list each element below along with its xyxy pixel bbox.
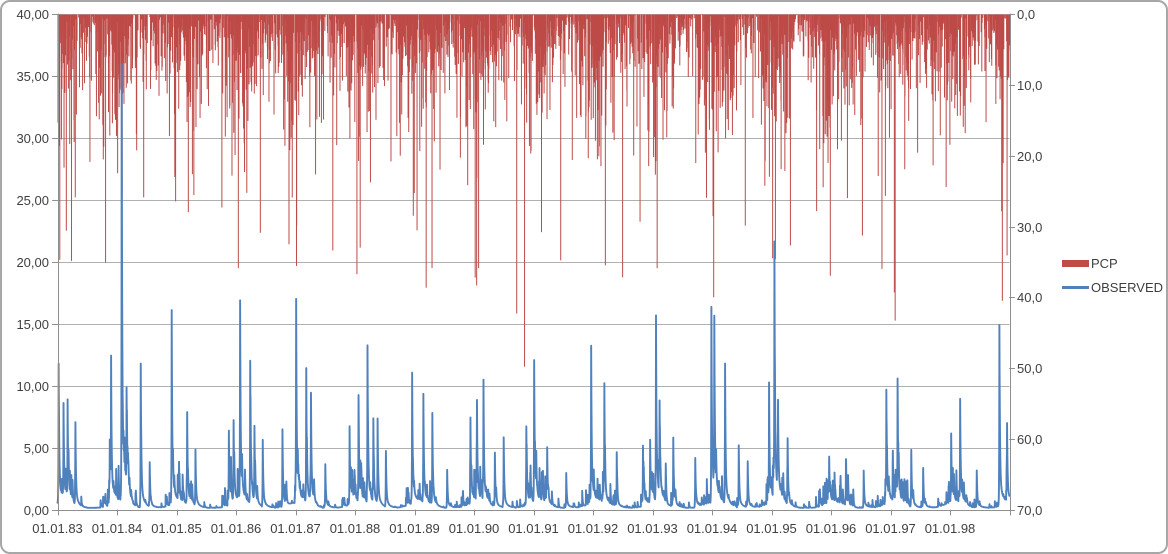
y-left-tick-label: 5,00 [23,441,49,456]
legend-observed-swatch [1062,286,1089,289]
y-left-tick-label: 40,00 [16,7,49,22]
legend-observed-label: OBSERVED [1091,280,1164,295]
y-right-tick-label: 0,0 [1017,7,1036,22]
x-tick-label: 01.01.90 [448,521,500,536]
x-tick-label: 01.01.91 [508,521,559,536]
y-right-tick-label: 10,0 [1017,77,1043,93]
x-tick-label: 01.01.83 [32,521,83,536]
legend: PCP OBSERVED [1062,256,1163,295]
x-tick-label: 01.01.87 [270,521,321,536]
y-left-tick-label: 35,00 [16,69,49,84]
x-tick-label: 01.01.96 [805,521,857,536]
x-tick-label: 01.01.85 [151,521,202,536]
legend-item-pcp[interactable]: PCP [1062,256,1163,271]
y-right-tick-label: 20,0 [1017,148,1043,164]
y-left-tick-label: 10,00 [16,379,49,394]
x-tick-label: 01.01.95 [746,521,797,536]
x-tick-label: 01.01.98 [924,521,976,536]
y-right-tick-label: 50,0 [1017,361,1043,377]
x-tick-label: 01.01.89 [389,521,440,536]
legend-pcp-label: PCP [1091,256,1118,271]
x-tick-label: 01.01.88 [329,521,381,536]
y-left-tick-label: 20,00 [16,255,49,270]
y-right-tick-label: 30,0 [1017,219,1043,235]
x-tick-label: 01.01.94 [686,521,738,536]
y-left-tick-label: 25,00 [16,193,49,208]
legend-item-observed[interactable]: OBSERVED [1062,280,1163,295]
y-right-tick-label: 40,0 [1017,290,1043,306]
y-right-tick-label: 60,0 [1017,432,1043,448]
y-left-tick-label: 15,00 [16,317,49,332]
y-left-tick-label: 30,00 [16,131,49,146]
legend-pcp-swatch [1062,260,1089,267]
y-left-tick-label: 0,00 [23,503,49,518]
x-tick-label: 01.01.93 [627,521,678,536]
x-tick-label: 01.01.97 [865,521,916,536]
x-tick-label: 01.01.92 [567,521,619,536]
y-right-tick-label: 70,0 [1017,503,1043,518]
x-tick-label: 01.01.86 [210,521,262,536]
x-tick-label: 01.01.84 [91,521,143,536]
